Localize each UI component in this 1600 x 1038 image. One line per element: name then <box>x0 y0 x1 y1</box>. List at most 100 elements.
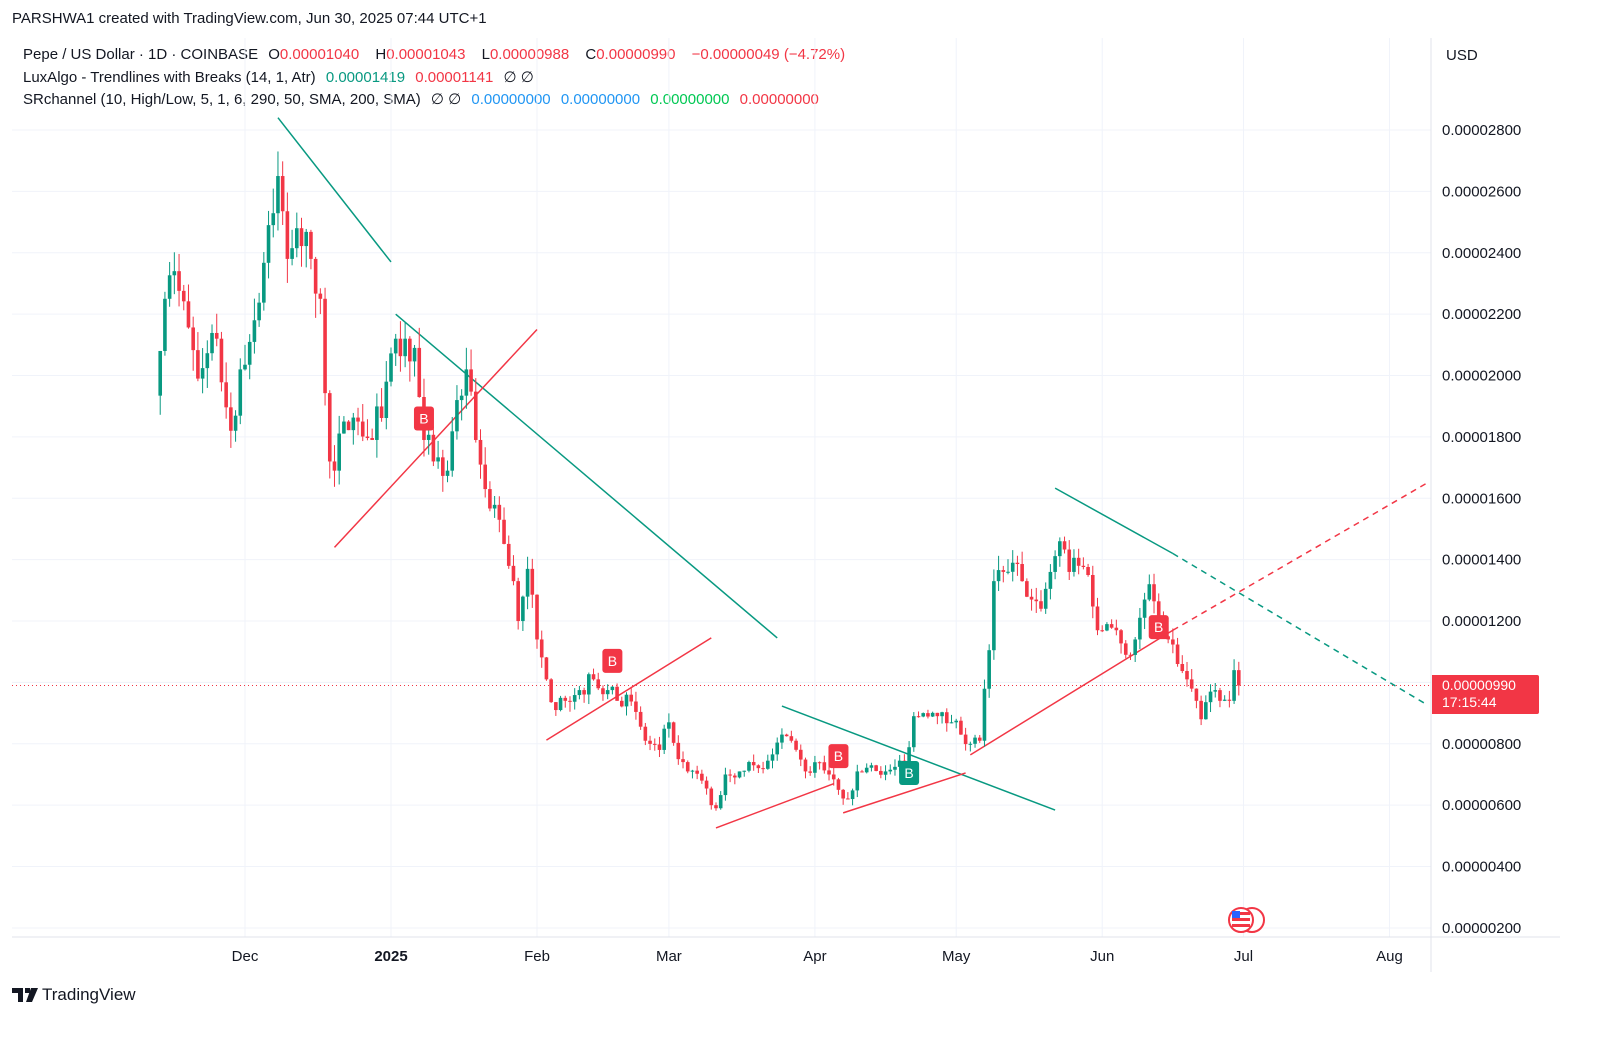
candle-body <box>210 332 214 354</box>
candle-body <box>629 694 634 702</box>
candle-body <box>398 338 403 357</box>
bar-countdown: 17:15:44 <box>1442 694 1497 710</box>
resistance-trendline <box>781 705 1056 811</box>
candle-body <box>370 438 374 440</box>
candle-body <box>276 176 280 214</box>
candle-body <box>681 759 685 763</box>
candle-body <box>1076 557 1081 566</box>
candle-body <box>1086 566 1090 576</box>
candle-body <box>177 271 181 291</box>
candle-body <box>718 795 723 809</box>
candle-body <box>186 301 191 328</box>
indicator-name: SRchannel (10, High/Low, 5, 1, 6, 290, 5… <box>23 91 421 108</box>
candle-body <box>982 688 987 741</box>
candle-body <box>1232 670 1236 701</box>
candle-body <box>803 759 808 772</box>
candle-body <box>690 770 695 772</box>
candle-body <box>365 436 370 439</box>
candle-body <box>704 780 709 789</box>
us-flag-events-icon[interactable] <box>1228 907 1265 933</box>
candle-body <box>582 690 586 695</box>
candle-body <box>1213 690 1218 692</box>
candle-body <box>1180 664 1185 672</box>
candle-body <box>1237 670 1241 686</box>
candle-body <box>1039 601 1043 609</box>
candle-body <box>346 421 351 431</box>
candle-body <box>1025 581 1029 597</box>
candle-body <box>601 688 605 695</box>
candle-body <box>214 332 219 339</box>
candle-body <box>158 350 163 396</box>
y-tick-label: 0.00000400 <box>1442 859 1521 876</box>
ohlc-open: O0.00001040 <box>268 46 360 63</box>
candle-body <box>959 720 963 735</box>
candle-body <box>1194 688 1199 701</box>
candle-body <box>455 400 459 432</box>
srchannel-legend[interactable]: SRchannel (10, High/Low, 5, 1, 6, 290, 5… <box>23 90 825 108</box>
x-tick-label: Feb <box>524 948 550 965</box>
break-label-text: B <box>834 748 843 764</box>
candle-body <box>196 350 200 379</box>
support-trendline <box>715 782 835 829</box>
candle-body <box>700 773 704 781</box>
candle-body <box>615 686 619 701</box>
indicator-value: 0.00000000 <box>560 91 641 108</box>
y-tick-label: 0.00002000 <box>1442 368 1521 385</box>
candle-body <box>761 768 765 770</box>
candle-body <box>497 504 502 520</box>
candle-body <box>167 275 172 299</box>
candle-body <box>794 740 798 750</box>
last-price-label: 0.00000990 17:15:44 <box>1432 675 1539 714</box>
candle-body <box>893 766 897 770</box>
candle-body <box>888 769 893 772</box>
candle-body <box>412 347 417 362</box>
candle-body <box>1006 571 1010 573</box>
symbol-legend[interactable]: Pepe / US Dollar · 1D · COINBASE O0.0000… <box>23 46 851 63</box>
candle-body <box>360 421 365 437</box>
candle-body <box>1053 556 1057 572</box>
candle-body <box>568 700 572 702</box>
candle-body <box>869 765 874 768</box>
candle-body <box>356 417 360 422</box>
candle-body <box>1001 570 1006 572</box>
candle-body <box>638 711 643 727</box>
candle-body <box>539 639 544 658</box>
candle-body <box>544 657 549 680</box>
axis-ticks: 0.00002800 0.00002600 0.00002400 0.00002200… <box>232 122 1522 965</box>
candle-body <box>1062 541 1067 550</box>
candle-body <box>619 700 624 707</box>
tradingview-logo[interactable]: TradingView <box>12 985 136 1005</box>
currency-label[interactable]: USD <box>1446 47 1478 64</box>
candle-body <box>408 338 412 362</box>
candle-body <box>940 712 944 717</box>
candle-body <box>1175 644 1180 665</box>
candle-body <box>243 364 247 370</box>
candle-body <box>426 434 431 440</box>
candle-body <box>337 433 341 471</box>
candle-body <box>992 581 996 651</box>
candle-body <box>262 262 266 303</box>
candle-body <box>332 461 337 471</box>
x-tick-label: Dec <box>232 948 259 965</box>
candle-body <box>441 457 445 476</box>
candle-body <box>841 789 845 799</box>
candle-body <box>751 762 756 766</box>
candle-body <box>1218 690 1222 701</box>
indicator-value: 0.00001419 <box>325 69 406 86</box>
last-price-value: 0.00000990 <box>1442 677 1516 693</box>
symbol-name: Pepe / US Dollar · 1D · COINBASE <box>23 46 259 63</box>
luxalgo-legend[interactable]: LuxAlgo - Trendlines with Breaks (14, 1,… <box>23 68 540 86</box>
price-change: −0.00000049 (−4.72%) <box>691 46 846 63</box>
candle-body <box>643 726 648 741</box>
candle-body <box>817 762 822 764</box>
candle-body <box>502 519 506 544</box>
tradingview-logo-icon <box>12 988 38 1002</box>
candle-body <box>323 298 327 394</box>
candle-body <box>883 771 888 775</box>
candle-body <box>384 381 389 419</box>
chart-credit: PARSHWA1 created with TradingView.com, J… <box>12 10 487 27</box>
candle-body <box>257 302 261 321</box>
candle-body <box>775 742 780 755</box>
candle-body <box>1100 630 1105 632</box>
